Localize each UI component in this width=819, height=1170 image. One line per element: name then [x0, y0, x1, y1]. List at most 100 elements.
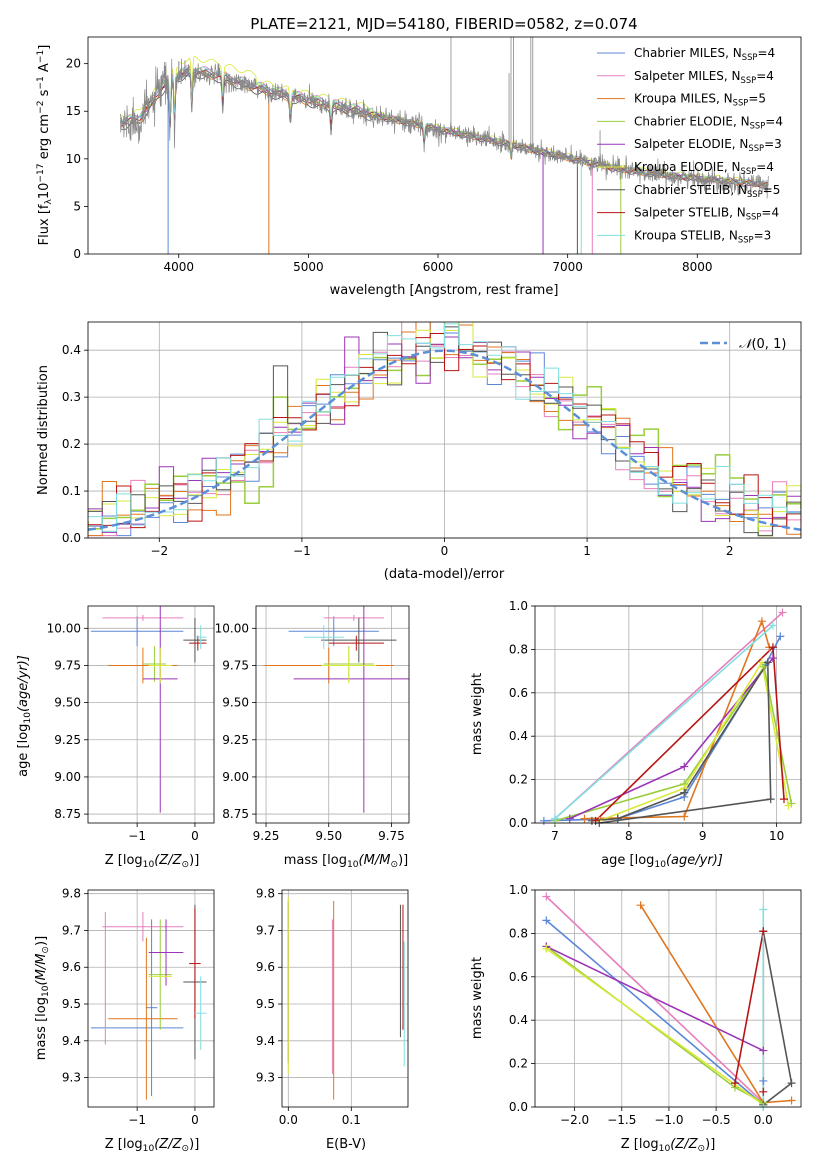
- legend-label: 𝒩(0, 1): [739, 337, 786, 352]
- plus-marker: [766, 795, 775, 804]
- x-tick-label: −1: [128, 829, 146, 843]
- y-tick-label: 9.5: [62, 997, 81, 1011]
- y-tick-label: 0.3: [62, 390, 81, 404]
- y-tick-label: 0.1: [62, 484, 81, 498]
- axes-frame: [534, 889, 802, 1108]
- x-tick-label: 1: [583, 544, 591, 558]
- x-axis-label: wavelength [Angstrom, rest frame]: [330, 283, 559, 298]
- y-tick-label: 9.8: [256, 887, 275, 901]
- plus-marker: [539, 816, 548, 825]
- y-tick-label: 5: [73, 199, 81, 213]
- y-tick-label: 0.0: [509, 1100, 528, 1114]
- weight-line-salpeter-miles: [545, 895, 764, 1104]
- x-tick-label: 9.25: [253, 829, 280, 843]
- y-tick-label: 9.3: [62, 1071, 81, 1085]
- y-tick-label: 9.6: [62, 960, 81, 974]
- y-tick-label: 0.4: [62, 343, 81, 357]
- plus-marker: [759, 927, 768, 936]
- y-tick-label: 8.75: [54, 807, 81, 821]
- plus-marker: [680, 812, 689, 821]
- y-tick-label: 9.75: [54, 658, 81, 672]
- x-axis-label: mass [log10(M/M⊙)]: [284, 853, 408, 870]
- model-spectrum-kroupa-elodie: [120, 55, 769, 186]
- weight-line-chabrier-elodie: [545, 945, 764, 1104]
- x-tick-label: −2: [150, 544, 168, 558]
- x-axis-label: Z [log10(Z/Z⊙)]: [105, 1137, 200, 1154]
- y-tick-label: 9.5: [256, 997, 275, 1011]
- y-tick-label: 0.6: [509, 970, 528, 984]
- x-tick-label: −1.5: [607, 1113, 636, 1127]
- y-tick-label: 9.7: [62, 923, 81, 937]
- x-axis-label: Z [log10(Z/Z⊙)]: [621, 1137, 716, 1154]
- weight-line-chabrier-miles: [545, 919, 765, 1107]
- y-tick-label: 0.0: [509, 816, 528, 830]
- y-tick-label: 9.50: [222, 696, 249, 710]
- axes-residuals: −2 −1 0 1 2 0.0 0.1 0.2 0.3 0.4: [62, 321, 802, 558]
- plus-marker: [787, 1079, 796, 1088]
- axes-frame: [87, 36, 802, 255]
- axes-age_vs_mass: 9.25 9.50 9.75 8.75 9.00 9.25 9.50 9.75 10.00: [215, 605, 410, 843]
- y-tick-label: 9.25: [222, 733, 249, 747]
- plus-marker: [787, 1096, 796, 1105]
- y-tick-label: 0.2: [509, 1057, 528, 1071]
- axes-frame: [281, 889, 409, 1108]
- plus-marker: [542, 892, 551, 901]
- weight-line-salpeter-elodie: [545, 945, 764, 1052]
- x-tick-label: −0.5: [702, 1113, 731, 1127]
- plus-marker: [759, 1087, 768, 1096]
- legend-label: Kroupa ELODIE, NSSP=4: [634, 160, 774, 176]
- weight-line-kroupa-elodie: [545, 947, 764, 1106]
- y-tick-label: 9.3: [256, 1071, 275, 1085]
- y-tick-label: 9.25: [54, 733, 81, 747]
- weight-line-kroupa-miles: [584, 618, 770, 820]
- y-axis-label: mass weight: [470, 957, 485, 1039]
- weight-line-salpeter-stelib: [734, 931, 765, 1092]
- axes-mass_vs_Z: −1 0 9.3 9.4 9.5 9.6 9.7 9.8: [62, 887, 215, 1127]
- x-axis-label: E(B-V): [326, 1137, 366, 1152]
- plus-marker: [759, 1046, 768, 1055]
- y-tick-label: 0.4: [509, 1013, 528, 1027]
- plus-marker: [636, 901, 645, 910]
- x-axis-label: Z [log10(Z/Z⊙)]: [105, 853, 200, 870]
- plus-marker: [776, 632, 785, 641]
- x-tick-label: −1: [293, 544, 311, 558]
- y-tick-label: 1.0: [509, 883, 528, 897]
- axes-frame: [534, 605, 802, 824]
- y-tick-label: 9.00: [222, 770, 249, 784]
- y-tick-label: 0.2: [62, 437, 81, 451]
- legend-label: Kroupa STELIB, NSSP=3: [634, 228, 771, 244]
- x-tick-label: 0.1: [342, 1113, 361, 1127]
- x-tick-label: 2: [726, 544, 734, 558]
- plus-marker: [780, 795, 789, 804]
- y-axis-label: Flux [fλ10−17 erg cm−2 s−1 A−1]: [36, 45, 54, 246]
- plot-area: [543, 611, 793, 823]
- plus-marker: [680, 762, 689, 771]
- weight-line-kroupa-elodie: [598, 660, 790, 822]
- plot-area: [120, 37, 769, 254]
- plus-marker: [613, 814, 622, 823]
- plus-marker: [542, 944, 551, 953]
- x-tick-label: −1.0: [654, 1113, 683, 1127]
- plus-marker: [759, 1076, 768, 1085]
- x-tick-label: 0: [191, 1113, 199, 1127]
- y-tick-label: 9.8: [62, 887, 81, 901]
- x-tick-label: 4000: [163, 260, 194, 274]
- x-tick-label: 8000: [682, 260, 713, 274]
- plus-marker: [550, 814, 559, 823]
- axes-mass_vs_ebv: 0.0 0.1 9.3 9.4 9.5 9.6 9.7 9.8: [256, 887, 409, 1127]
- x-tick-label: 8: [625, 829, 633, 843]
- x-tick-label: 0: [191, 829, 199, 843]
- weight-line-chabrier-elodie: [554, 664, 793, 822]
- x-tick-label: 0.0: [279, 1113, 298, 1127]
- y-axis-label: mass [log10(M/M⊙)]: [34, 936, 51, 1060]
- y-axis-label: mass weight: [470, 673, 485, 755]
- y-axis-label: Normed distribution: [36, 365, 51, 495]
- y-tick-label: 0.2: [509, 773, 528, 787]
- plot-area: [88, 322, 801, 537]
- plus-marker: [580, 814, 589, 823]
- legend-label: Kroupa MILES, NSSP=5: [634, 92, 766, 108]
- y-tick-label: 9.50: [54, 696, 81, 710]
- y-tick-label: 0.8: [509, 642, 528, 656]
- y-tick-label: 0.4: [509, 729, 528, 743]
- axes-frame: [87, 321, 802, 539]
